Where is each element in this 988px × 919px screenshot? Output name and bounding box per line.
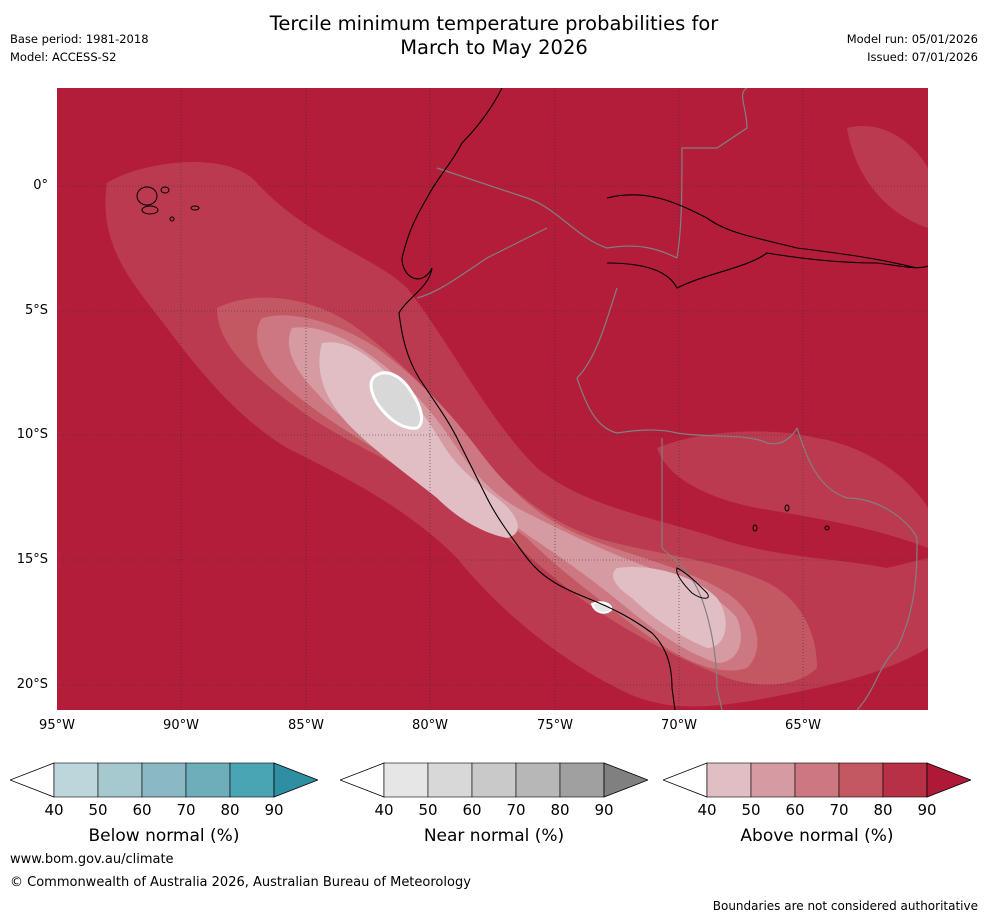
tick: 40 — [44, 801, 64, 819]
colorbar-title-above: Above normal (%) — [740, 826, 894, 846]
colorbar-segment — [141, 762, 187, 798]
colorbar-above-normal — [663, 762, 971, 798]
lon-label-95w: 95°W — [39, 718, 75, 733]
lat-label-10s: 10°S — [16, 427, 48, 442]
lon-label-65w: 65°W — [785, 718, 821, 733]
coastline — [398, 88, 928, 710]
lon-label-80w: 80°W — [412, 718, 448, 733]
issued-date: Issued: 07/01/2026 — [867, 50, 978, 64]
lon-label-85w: 85°W — [288, 718, 324, 733]
colorbar-title-near: Near normal (%) — [423, 826, 565, 846]
above-40-band — [319, 342, 518, 538]
near-patch-small — [590, 601, 613, 614]
tick: 90 — [594, 801, 614, 819]
title-line-1: Tercile minimum temperature probabilitie… — [269, 12, 719, 35]
title-line-2: March to May 2026 — [400, 36, 588, 59]
lon-label-90w: 90°W — [163, 718, 199, 733]
lat-label-0: 0° — [33, 178, 48, 193]
ticks-above-normal: 40 50 60 70 80 90 — [663, 801, 971, 821]
colorbar-segment — [750, 762, 796, 798]
country-borders — [416, 88, 918, 710]
colorbar-segment — [53, 762, 99, 798]
model-name: Model: ACCESS-S2 — [10, 50, 117, 64]
colorbar-under-triangle — [10, 762, 55, 798]
tick: 40 — [697, 801, 717, 819]
colorbar-segment — [97, 762, 143, 798]
tick: 70 — [176, 801, 196, 819]
lat-label-15s: 15°S — [16, 552, 48, 567]
ticks-below-normal: 40 50 60 70 80 90 — [10, 801, 318, 821]
website-link[interactable]: www.bom.gov.au/climate — [10, 852, 174, 867]
lat-label-20s: 20°S — [16, 677, 48, 692]
above-80-patch-east — [657, 431, 928, 548]
tick: 80 — [220, 801, 240, 819]
tick: 50 — [741, 801, 761, 819]
lat-label-5s: 5°S — [24, 303, 48, 318]
near-50-patch — [369, 371, 424, 430]
above-80-patch-ne — [847, 126, 928, 228]
ticks-near-normal: 40 50 60 70 80 90 — [340, 801, 648, 821]
colorbar-segment — [383, 762, 429, 798]
colorbar-over-triangle — [273, 762, 318, 798]
colorbar-segment — [794, 762, 840, 798]
colorbar-under-triangle — [340, 762, 385, 798]
boundary-disclaimer: Boundaries are not considered authoritat… — [712, 899, 978, 913]
galapagos-islands — [136, 186, 200, 222]
colorbar-segment — [559, 762, 605, 798]
colorbar-over-triangle — [603, 762, 648, 798]
tick: 60 — [785, 801, 805, 819]
tick: 80 — [550, 801, 570, 819]
colorbar-segment — [515, 762, 561, 798]
colorbar-title-below: Below normal (%) — [88, 826, 240, 846]
colorbar-over-triangle — [926, 762, 971, 798]
map-title: Tercile minimum temperature probabilitie… — [0, 12, 988, 60]
tick: 80 — [873, 801, 893, 819]
colorbar-near-normal — [340, 762, 648, 798]
colorbar-below-normal — [10, 762, 318, 798]
colorbar-segment — [185, 762, 231, 798]
colorbar-segment — [471, 762, 517, 798]
tick: 50 — [418, 801, 438, 819]
lon-label-70w: 70°W — [661, 718, 697, 733]
tick: 90 — [264, 801, 284, 819]
base-period: Base period: 1981-2018 — [10, 32, 149, 46]
colorbar-segment — [706, 762, 752, 798]
tick: 60 — [462, 801, 482, 819]
tick: 90 — [917, 801, 937, 819]
above-40-patch-south — [612, 567, 726, 648]
lon-label-75w: 75°W — [537, 718, 573, 733]
colorbar-under-triangle — [663, 762, 708, 798]
tick: 70 — [506, 801, 526, 819]
copyright-notice: © Commonwealth of Australia 2026, Austra… — [10, 875, 471, 890]
model-run: Model run: 05/01/2026 — [846, 32, 978, 46]
colorbar-segment — [882, 762, 928, 798]
tick: 50 — [88, 801, 108, 819]
colorbar-segment — [838, 762, 884, 798]
colorbar-segment — [427, 762, 473, 798]
colorbar-segment — [229, 762, 275, 798]
tick: 40 — [374, 801, 394, 819]
lakes — [676, 504, 830, 599]
tick: 70 — [829, 801, 849, 819]
probability-map — [57, 88, 928, 710]
tick: 60 — [132, 801, 152, 819]
